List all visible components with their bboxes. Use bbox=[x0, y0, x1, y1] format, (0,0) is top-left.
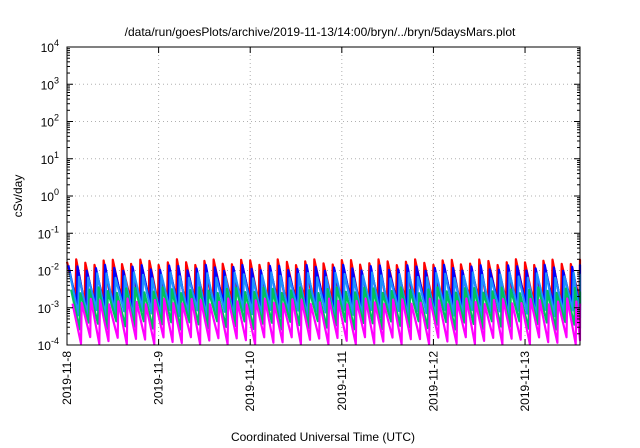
y-tick-label-exponent: 1 bbox=[54, 150, 59, 160]
y-tick-label: 10-4 bbox=[38, 336, 59, 353]
y-tick-label-exponent: 2 bbox=[54, 113, 59, 123]
series-line bbox=[71, 297, 582, 346]
y-tick-label: 101 bbox=[41, 150, 59, 167]
x-tick-label: 2019-11-12 bbox=[426, 351, 440, 412]
x-axis-label: Coordinated Universal Time (UTC) bbox=[231, 430, 415, 444]
y-tick-label: 100 bbox=[41, 187, 59, 204]
y-axis-label: cSv/day bbox=[11, 175, 25, 218]
y-tick-label-base: 10 bbox=[38, 302, 52, 316]
x-tick-label: 2019-11-13 bbox=[518, 351, 532, 412]
y-tick-label: 102 bbox=[41, 113, 59, 130]
chart-title: /data/run/goesPlots/archive/2019-11-13/1… bbox=[125, 25, 516, 39]
y-tick-label-exponent: 0 bbox=[54, 187, 59, 197]
y-tick-label-base: 10 bbox=[38, 339, 52, 353]
y-tick-label-exponent: -1 bbox=[51, 224, 59, 234]
x-tick-label: 2019-11-9 bbox=[152, 351, 166, 405]
x-tick-label: 2019-11-11 bbox=[335, 351, 349, 411]
y-tick-label-base: 10 bbox=[41, 190, 55, 204]
y-tick-label: 10-3 bbox=[38, 299, 59, 316]
y-tick-label: 103 bbox=[41, 75, 59, 92]
x-axis: 2019-11-8 2019-11-9 2019-11-10 2019-11-11 20… bbox=[60, 47, 532, 412]
x-tick-label: 2019-11-8 bbox=[60, 351, 74, 405]
y-tick-label-base: 10 bbox=[41, 153, 55, 167]
y-tick-label-base: 10 bbox=[41, 78, 55, 92]
x-tick-label: 2019-11-10 bbox=[243, 351, 257, 412]
y-tick-label-exponent: -2 bbox=[51, 262, 59, 272]
y-tick-label: 10-2 bbox=[38, 262, 59, 279]
y-tick-label-base: 10 bbox=[38, 227, 52, 241]
y-tick-label-exponent: -3 bbox=[51, 299, 59, 309]
y-tick-label-base: 10 bbox=[38, 265, 52, 279]
y-tick-label-exponent: 4 bbox=[54, 38, 59, 48]
y-tick-label-exponent: 3 bbox=[54, 75, 59, 85]
y-tick-label-exponent: -4 bbox=[51, 336, 59, 346]
y-tick-label-base: 10 bbox=[41, 116, 55, 130]
y-tick-label: 10-1 bbox=[38, 224, 59, 241]
y-tick-label-base: 10 bbox=[41, 41, 55, 55]
series-group bbox=[65, 258, 582, 346]
y-tick-label: 104 bbox=[41, 38, 59, 55]
